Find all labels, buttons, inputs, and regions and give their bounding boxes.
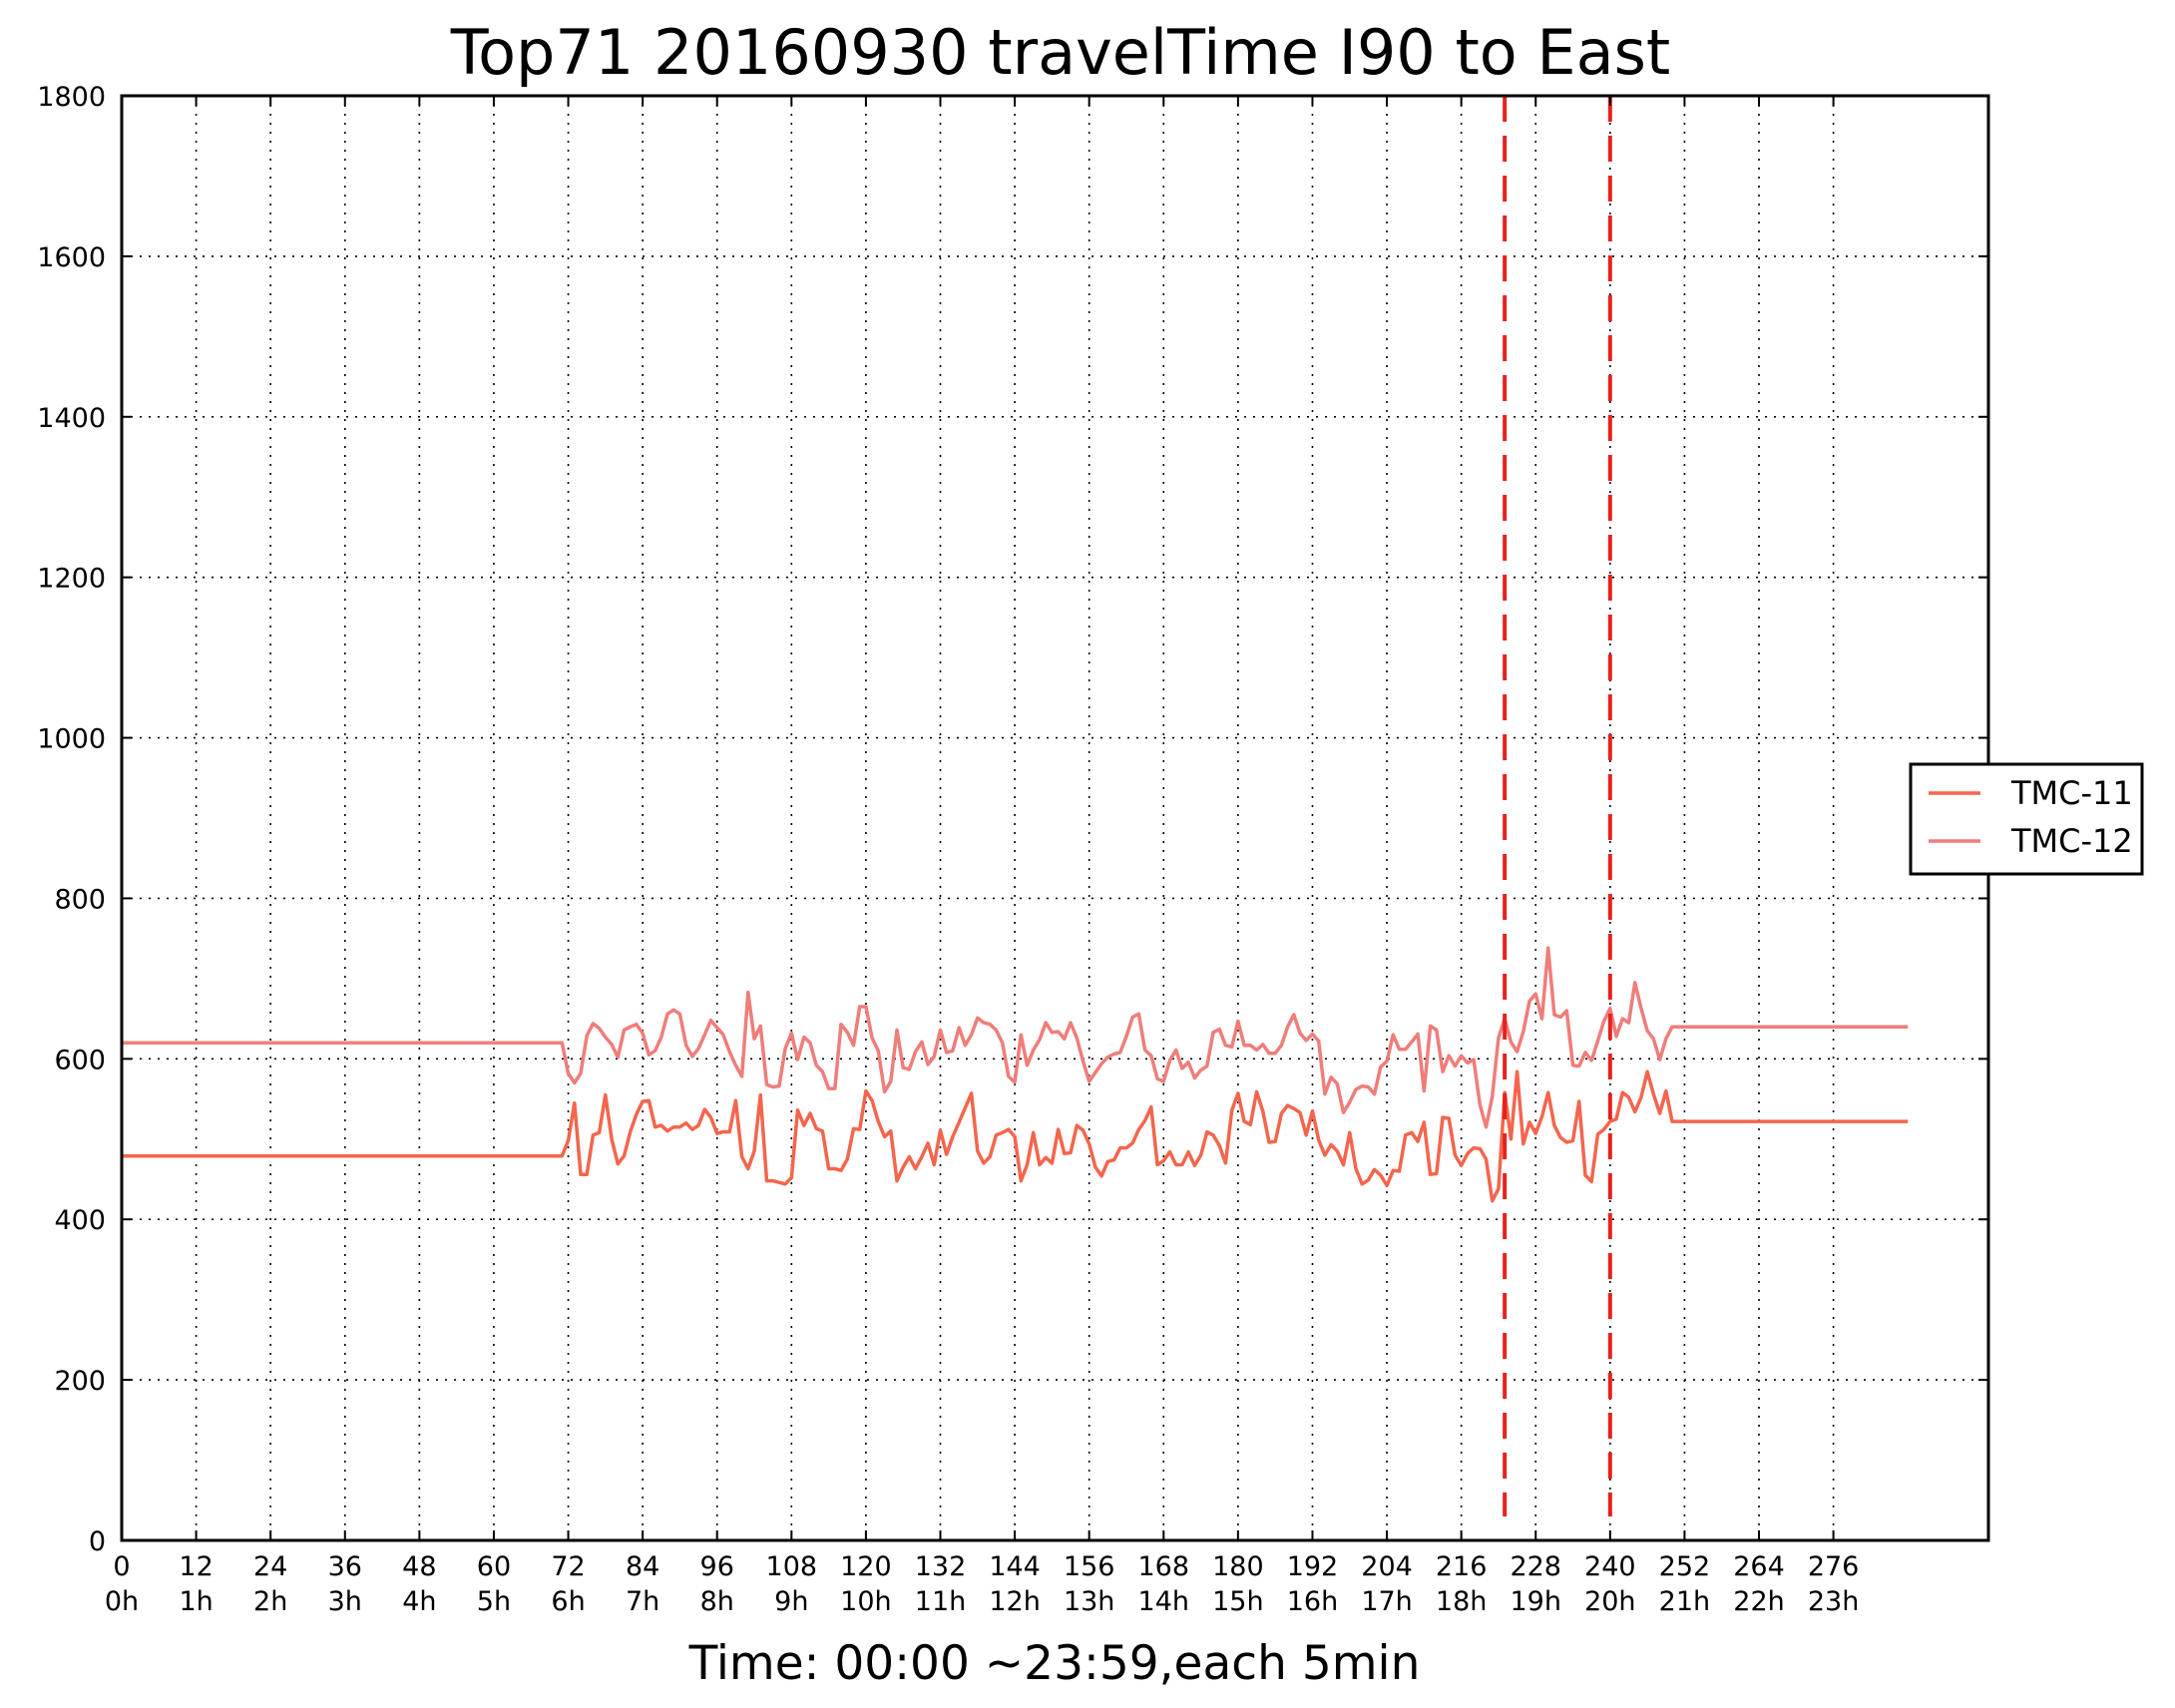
x-tick-label: 36 [328, 1551, 362, 1582]
x-tick-hour-label: 12h [989, 1586, 1040, 1617]
y-tick-label: 400 [54, 1205, 106, 1236]
x-tick-label: 96 [700, 1551, 734, 1582]
series-line-tmc-12 [122, 946, 1909, 1129]
y-tick-label: 600 [54, 1045, 106, 1075]
legend-label: TMC-12 [2010, 822, 2133, 860]
grid [122, 96, 1988, 1540]
y-tick-label: 1400 [37, 403, 106, 434]
x-tick-label: 276 [1808, 1551, 1860, 1582]
legend-box [1909, 762, 2144, 876]
x-tick-hour-label: 7h [626, 1586, 659, 1617]
x-tick-hour-label: 14h [1138, 1586, 1189, 1617]
axis-ticks: 0 200 400 600 800 1000 1200 1400 1600 1800 0 0h 12 1h… [37, 82, 1988, 1617]
x-tick-label: 180 [1212, 1551, 1264, 1582]
x-tick-hour-label: 3h [328, 1586, 362, 1617]
x-axis-label: Time: 00:00 ~23:59,each 5min [688, 1636, 1421, 1691]
x-tick-label: 156 [1064, 1551, 1115, 1582]
x-tick-hour-label: 16h [1287, 1586, 1338, 1617]
y-tick-label: 200 [54, 1366, 106, 1397]
x-tick-label: 252 [1659, 1551, 1711, 1582]
x-tick-label: 72 [551, 1551, 585, 1582]
x-tick-label: 84 [626, 1551, 659, 1582]
x-tick-hour-label: 20h [1584, 1586, 1635, 1617]
x-tick-label: 24 [253, 1551, 287, 1582]
x-tick-hour-label: 22h [1733, 1586, 1784, 1617]
x-tick-label: 12 [179, 1551, 213, 1582]
x-tick-hour-label: 21h [1659, 1586, 1710, 1617]
x-tick-hour-label: 13h [1064, 1586, 1114, 1617]
x-tick-label: 0 [113, 1551, 130, 1582]
x-tick-hour-label: 8h [700, 1586, 734, 1617]
x-tick-hour-label: 17h [1361, 1586, 1412, 1617]
x-tick-label: 60 [477, 1551, 511, 1582]
x-tick-hour-label: 2h [253, 1586, 287, 1617]
x-tick-hour-label: 6h [551, 1586, 585, 1617]
chart-title: Top71 20160930 travelTime I90 to East [450, 16, 1670, 89]
x-tick-hour-label: 11h [915, 1586, 966, 1617]
x-tick-hour-label: 19h [1511, 1586, 1561, 1617]
x-tick-hour-label: 4h [402, 1586, 436, 1617]
x-tick-label: 168 [1138, 1551, 1190, 1582]
x-tick-hour-label: 15h [1212, 1586, 1263, 1617]
series-layer [122, 946, 1909, 1203]
x-tick-label: 264 [1733, 1551, 1785, 1582]
y-tick-label: 1200 [37, 564, 106, 595]
x-tick-hour-label: 23h [1808, 1586, 1859, 1617]
legend: TMC-11 TMC-12 [1909, 762, 2144, 876]
x-tick-label: 132 [915, 1551, 967, 1582]
x-tick-label: 240 [1584, 1551, 1636, 1582]
x-tick-hour-label: 18h [1436, 1586, 1487, 1617]
x-tick-label: 48 [402, 1551, 436, 1582]
x-tick-hour-label: 5h [477, 1586, 511, 1617]
y-tick-label: 0 [89, 1526, 106, 1557]
series-line-tmc-11 [122, 1069, 1909, 1203]
x-tick-hour-label: 9h [774, 1586, 808, 1617]
x-tick-label: 192 [1287, 1551, 1339, 1582]
x-tick-label: 144 [989, 1551, 1041, 1582]
x-tick-label: 108 [766, 1551, 818, 1582]
x-tick-hour-label: 1h [179, 1586, 213, 1617]
x-tick-hour-label: 0h [105, 1586, 139, 1617]
y-tick-label: 1000 [37, 724, 106, 755]
y-tick-label: 800 [54, 884, 106, 915]
x-tick-label: 120 [840, 1551, 892, 1582]
legend-label: TMC-11 [2010, 774, 2133, 812]
x-tick-label: 228 [1510, 1551, 1561, 1582]
x-tick-label: 216 [1436, 1551, 1488, 1582]
y-tick-label: 1800 [37, 82, 106, 113]
y-tick-label: 1600 [37, 242, 106, 273]
x-tick-label: 204 [1361, 1551, 1413, 1582]
x-tick-hour-label: 10h [840, 1586, 891, 1617]
